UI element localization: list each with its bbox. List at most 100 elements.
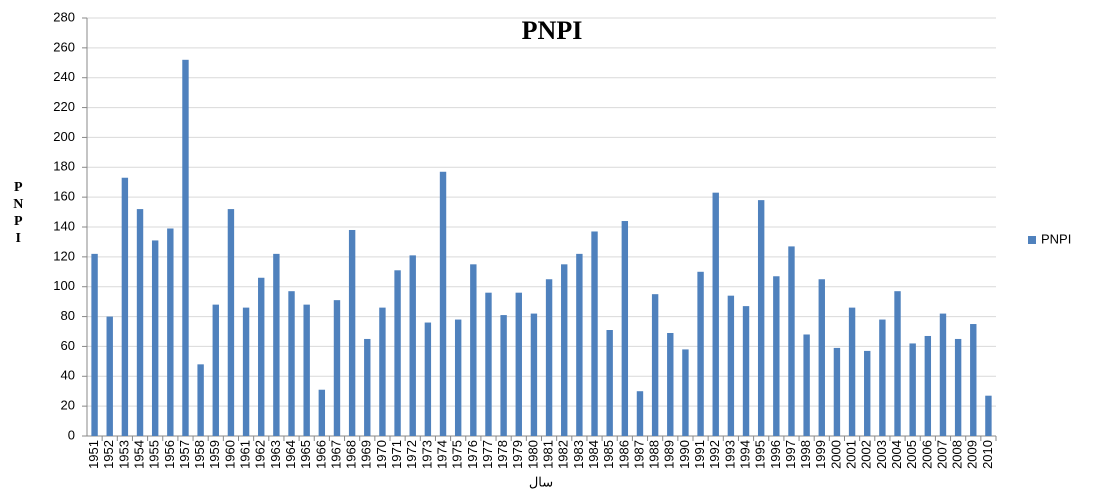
bar [333, 300, 341, 436]
bar [682, 349, 689, 436]
y-axis-label: PNPI [11, 180, 26, 248]
x-tick-label: 1982 [556, 440, 571, 469]
x-tick-label: 1970 [374, 440, 389, 469]
bar [894, 291, 901, 436]
bar [530, 313, 538, 436]
x-tick-label: 1980 [525, 440, 540, 469]
x-tick-label: 1962 [253, 440, 268, 469]
bar [864, 350, 871, 436]
bar [803, 334, 810, 436]
x-tick-label: 1985 [601, 440, 616, 469]
x-tick-label: 1998 [798, 440, 813, 469]
x-tick-label: 1977 [480, 440, 495, 469]
bar [348, 229, 356, 436]
bar [970, 324, 977, 436]
x-tick-label: 1964 [283, 440, 298, 469]
bar [197, 364, 204, 436]
bar [788, 246, 795, 436]
bar [167, 228, 174, 436]
x-tick-label: 1991 [692, 440, 707, 469]
bar [91, 253, 98, 436]
y-tick-label: 200 [53, 129, 75, 144]
bar [318, 389, 326, 436]
bar [606, 330, 613, 436]
y-tick-label: 0 [68, 427, 75, 442]
x-axis-label: سال [529, 474, 553, 489]
bar [561, 264, 568, 436]
bar [182, 59, 189, 437]
y-tick-label: 180 [53, 159, 75, 174]
bar [470, 264, 477, 436]
x-tick-label: 1956 [162, 440, 177, 469]
x-tick-label: 1990 [677, 440, 692, 469]
y-tick-label: 140 [53, 218, 75, 233]
x-tick-label: 1981 [541, 440, 556, 469]
y-tick-label: 260 [53, 39, 75, 54]
x-tick-label: 1952 [101, 440, 116, 469]
x-tick-label: 2006 [919, 440, 934, 469]
bar [985, 395, 992, 436]
bar [954, 338, 962, 436]
bar [621, 221, 629, 436]
y-tick-label: 20 [61, 398, 75, 413]
x-tick-label: 1979 [510, 440, 525, 469]
bar [485, 292, 492, 436]
x-tick-label: 1975 [450, 440, 465, 469]
x-tick-label: 1954 [131, 440, 146, 469]
legend-label: PNPI [1041, 231, 1071, 246]
bar [909, 343, 916, 436]
x-tick-label: 1968 [344, 440, 359, 469]
x-tick-label: 2000 [828, 440, 843, 469]
bar [742, 306, 750, 436]
x-tick-label: 1978 [495, 440, 510, 469]
x-tick-label: 2007 [934, 440, 949, 469]
bar [121, 177, 129, 436]
bar [106, 316, 113, 436]
x-tick-label: 1983 [571, 440, 586, 469]
x-tick-label: 1997 [783, 440, 798, 469]
x-tick-label: 1967 [328, 440, 343, 469]
bar [576, 253, 583, 436]
x-tick-label: 1976 [465, 440, 480, 469]
y-tick-label: 160 [53, 189, 75, 204]
bar [258, 277, 265, 436]
bar [515, 292, 522, 436]
x-tick-label: 1961 [238, 440, 253, 469]
x-tick-label: 1972 [404, 440, 419, 469]
bar [591, 231, 598, 436]
x-tick-label: 1965 [298, 440, 313, 469]
x-tick-label: 1994 [737, 440, 752, 469]
x-tick-label: 1988 [647, 440, 662, 469]
bar [818, 279, 825, 436]
x-tick-label: 1959 [207, 440, 222, 469]
bar [712, 192, 719, 436]
x-tick-label: 1971 [389, 440, 404, 469]
x-tick-label: 1995 [753, 440, 768, 469]
bar [424, 322, 432, 436]
y-tick-label: 280 [53, 9, 75, 24]
bar [151, 240, 159, 436]
x-tick-label: 1974 [434, 440, 449, 469]
bar [242, 307, 250, 436]
x-tick-label: 1984 [586, 440, 601, 469]
x-tick-label: 1986 [616, 440, 631, 469]
legend-swatch [1028, 236, 1036, 244]
bar [545, 279, 553, 436]
x-tick-label: 1999 [813, 440, 828, 469]
x-tick-label: 1963 [268, 440, 283, 469]
x-tick-label: 1958 [192, 440, 207, 469]
chart-title: PNPI [522, 16, 583, 45]
bar [212, 304, 219, 436]
x-tick-label: 1987 [631, 440, 646, 469]
bar [939, 313, 947, 436]
x-tick-label: 1996 [768, 440, 783, 469]
bar [773, 276, 780, 436]
bar [651, 294, 659, 436]
x-tick-label: 2005 [904, 440, 919, 469]
y-tick-label: 100 [53, 278, 75, 293]
bar [454, 319, 462, 436]
y-tick-label: 220 [53, 99, 75, 114]
x-tick-label: 1960 [222, 440, 237, 469]
bar [227, 209, 235, 436]
bar [364, 338, 371, 436]
